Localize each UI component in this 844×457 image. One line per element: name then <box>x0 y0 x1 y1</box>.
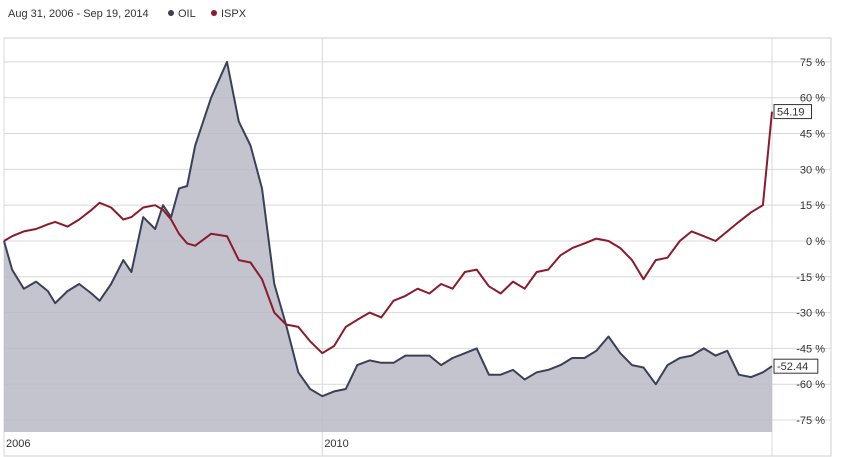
chart-header: Aug 31, 2006 - Sep 19, 2014 OIL ISPX <box>8 8 247 20</box>
y-tick-label: 60 % <box>800 93 825 105</box>
ispx-end-value-label: 54.19 <box>773 104 812 120</box>
svg-text:54.19: 54.19 <box>777 107 805 119</box>
oil-end-value-label: -52.44 <box>773 358 819 374</box>
oil-area-fill <box>4 61 772 433</box>
y-tick-label: 30 % <box>800 164 825 176</box>
y-tick-label: -75 % <box>796 415 825 427</box>
legend-oil-label[interactable]: OIL <box>178 8 196 20</box>
x-tick-label: 2010 <box>324 438 348 450</box>
end-labels: -52.44 54.19 <box>773 104 819 374</box>
oil-line <box>3 60 773 398</box>
y-tick-label: -45 % <box>796 343 825 355</box>
x-tick-label: 2006 <box>6 438 30 450</box>
axes: 75 % 60 % 45 % 30 % 15 % 0 % -15 % -30 % -45 % -6… <box>6 57 825 450</box>
series-layer <box>3 60 773 433</box>
legend-ispx-marker <box>211 10 217 16</box>
y-tick-label: 75 % <box>800 57 825 69</box>
svg-text:-52.44: -52.44 <box>777 361 808 373</box>
y-tick-label: -60 % <box>796 379 825 391</box>
legend-oil-marker <box>168 10 174 16</box>
legend-ispx-label[interactable]: ISPX <box>221 8 247 20</box>
y-tick-label: -15 % <box>796 272 825 284</box>
chart-title: Aug 31, 2006 - Sep 19, 2014 <box>8 8 149 20</box>
y-tick-label: 45 % <box>800 129 825 141</box>
y-tick-label: -30 % <box>796 308 825 320</box>
y-tick-label: 15 % <box>800 200 825 212</box>
ispx-line <box>3 111 773 355</box>
y-tick-label: 0 % <box>806 236 825 248</box>
